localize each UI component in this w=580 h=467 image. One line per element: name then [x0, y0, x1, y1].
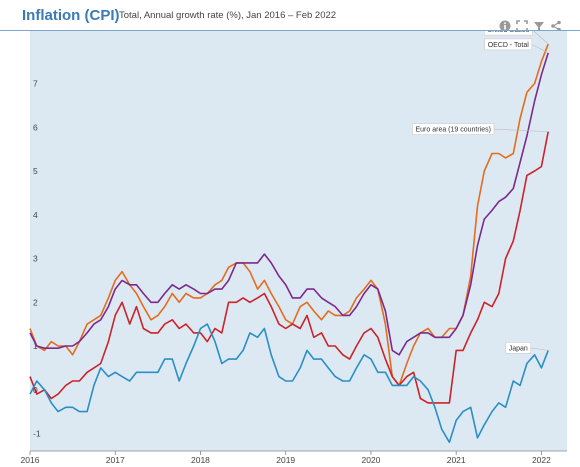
series-label-connector	[531, 44, 549, 54]
filter-icon[interactable]	[533, 20, 545, 32]
x-tick-label: 2021	[447, 455, 466, 465]
series-label-connector	[533, 31, 549, 45]
series-label-text: Japan	[509, 345, 528, 352]
y-tick-label: 2	[33, 297, 38, 307]
series-label: OECD - Total	[484, 38, 549, 54]
series-label: Japan	[505, 342, 549, 354]
series-line-japan[interactable]	[29, 323, 549, 444]
series-label-box	[483, 31, 533, 36]
plot-background	[30, 31, 567, 451]
chart-header: Inflation (CPI) Total, Annual growth rat…	[0, 0, 580, 32]
y-tick-label: 5	[33, 166, 38, 176]
series-lines	[29, 43, 549, 444]
series-line-euro-area-19-countries[interactable]	[29, 131, 549, 404]
series-label: Euro area (19 countries)	[412, 123, 549, 135]
y-tick-label: 3	[33, 254, 38, 264]
x-tick-label: 2018	[191, 455, 210, 465]
x-tick-label: 2020	[361, 455, 380, 465]
series-label-text: United States	[487, 31, 530, 34]
header-divider	[0, 30, 580, 31]
series-label-text: OECD - Total	[488, 42, 530, 49]
expand-icon[interactable]	[516, 20, 528, 32]
series-line-oecd-total[interactable]	[29, 52, 549, 356]
y-tick-label: 6	[33, 122, 38, 132]
y-tick-label: 7	[33, 79, 38, 89]
series-label-connector	[530, 347, 549, 351]
x-tick-label: 2022	[532, 455, 551, 465]
chart-subtitle: Total, Annual growth rate (%), Jan 2016 …	[119, 10, 337, 21]
chart-title: Inflation (CPI)	[22, 7, 120, 24]
series-label-text: Euro area (19 countries)	[416, 127, 491, 134]
info-icon[interactable]	[499, 20, 511, 32]
series-labels: United States OECD - Total Euro area (19 c…	[412, 31, 549, 354]
y-tick-label: -1	[33, 429, 41, 439]
series-label-connector	[493, 128, 549, 132]
series-label: United States	[483, 31, 549, 45]
x-axis-ticks: 2016 2017 2018 2019 2020 2021 2022	[21, 450, 567, 465]
share-icon[interactable]	[550, 20, 562, 32]
y-tick-label: 1	[33, 341, 38, 351]
x-tick-label: 2016	[21, 455, 40, 465]
y-tick-label: 4	[33, 210, 38, 220]
x-tick-label: 2019	[276, 455, 295, 465]
x-tick-label: 2017	[106, 455, 125, 465]
